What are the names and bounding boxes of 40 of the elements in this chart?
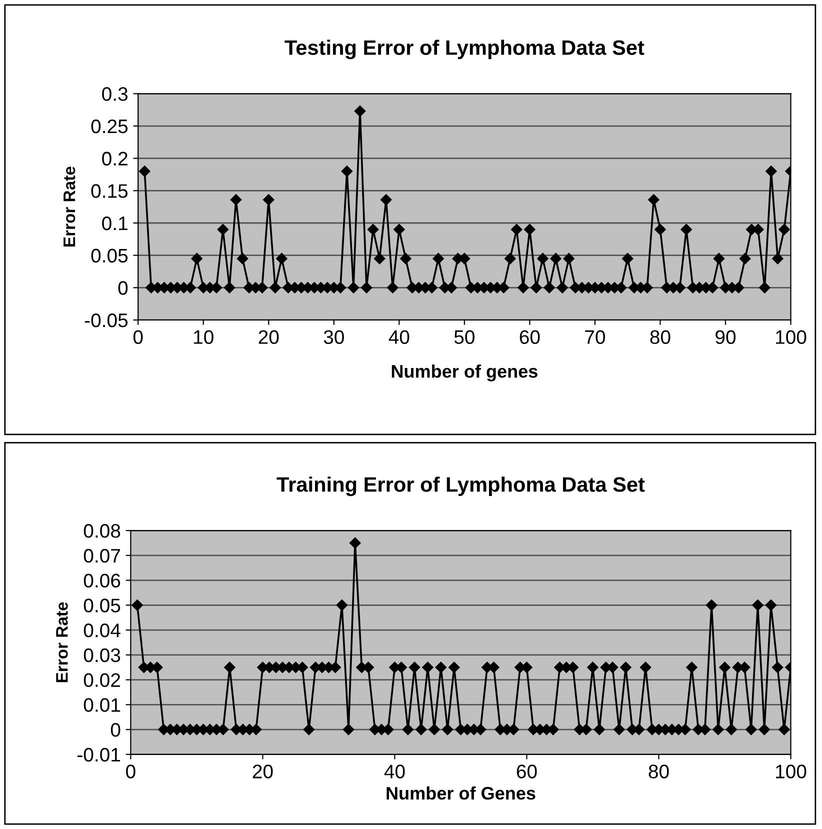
x-tick-label: 50 <box>454 330 474 344</box>
y-tick-label: -0.01 <box>78 748 120 762</box>
y-tick-label: 0.25 <box>91 119 128 134</box>
x-tick-label: 40 <box>384 764 405 778</box>
y-tick-label: 0.05 <box>91 248 128 263</box>
x-tick-label: 100 <box>776 330 806 344</box>
x-tick-label: 40 <box>388 330 410 344</box>
y-tick-label: 0.2 <box>102 152 128 166</box>
y-tick-label: 0 <box>118 281 128 295</box>
y-axis-title: Error Rate <box>64 166 76 246</box>
y-tick-label: 0 <box>110 722 120 737</box>
x-tick-label: 100 <box>776 764 806 778</box>
y-tick-label: -0.05 <box>84 313 128 328</box>
x-tick-label: 20 <box>252 764 273 778</box>
x-tick-label: 20 <box>258 330 279 344</box>
x-tick-label: 60 <box>516 764 537 778</box>
y-tick-label: 0.07 <box>84 548 120 563</box>
y-tick-label: 0.15 <box>91 184 128 198</box>
x-tick-label: 30 <box>324 330 344 344</box>
x-tick-label: 0 <box>133 330 143 344</box>
x-tick-label: 10 <box>194 330 214 344</box>
x-tick-label: 80 <box>650 330 670 344</box>
chart-title: Testing Error of Lymphoma Data Set <box>284 40 644 60</box>
y-tick-label: 0.05 <box>84 598 120 612</box>
x-axis-title: Number of Genes <box>386 786 536 800</box>
y-tick-label: 0.08 <box>84 524 120 538</box>
y-tick-label: 0.01 <box>84 698 120 712</box>
x-tick-label: 60 <box>520 330 540 344</box>
x-tick-label: 80 <box>648 764 669 778</box>
y-tick-label: 0.03 <box>84 648 120 662</box>
y-tick-label: 0.06 <box>84 574 120 588</box>
y-tick-label: 0.02 <box>84 673 120 688</box>
y-tick-label: 0.04 <box>84 624 120 638</box>
y-axis-title: Error Rate <box>56 602 68 682</box>
chart-title: Training Error of Lymphoma Data Set <box>276 476 645 496</box>
x-tick-label: 70 <box>585 330 606 344</box>
x-axis-title: Number of genes <box>392 364 538 382</box>
y-tick-label: 0.1 <box>102 216 128 230</box>
x-tick-label: 90 <box>716 330 736 344</box>
y-tick-label: 0.3 <box>102 87 128 101</box>
